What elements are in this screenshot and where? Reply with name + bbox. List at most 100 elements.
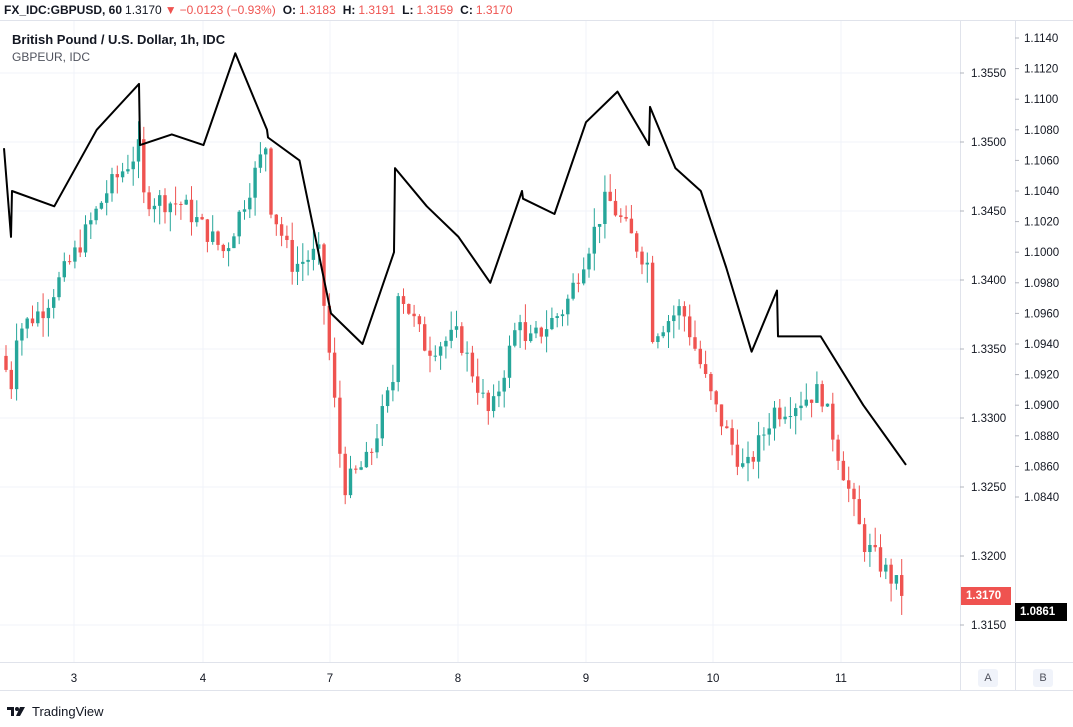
candle-body [67,261,72,263]
candle [635,230,639,258]
candle-body [560,314,565,317]
candle-body [343,453,347,496]
candle [672,305,676,339]
y2-tick-label: 1.0980 [1024,278,1059,290]
candle-body [306,259,310,262]
candle [746,441,750,482]
y-tick-label: 1.3550 [971,68,1006,80]
candle-body [274,214,278,225]
candle-body [735,444,740,467]
price-axis-1[interactable]: 1.3550 1.3500 1.3450 1.3400 1.3350 1.3300 1.32… [960,68,1006,632]
candle-body [672,315,676,322]
y-tick-label: 1.3350 [971,344,1006,356]
candle-body [650,262,655,343]
candle [841,451,846,481]
compare-series-legend[interactable]: GBPEUR, IDC [12,50,91,64]
candle-body [714,391,718,405]
candle [332,337,337,408]
low-label: L: [402,3,414,17]
candle [809,399,814,418]
candle [862,517,867,562]
axis-auto-button-a[interactable]: A [978,669,998,687]
candle-body [105,193,109,203]
candle-body [476,376,480,393]
candle [285,225,289,249]
footer-brand[interactable]: TradingView [32,703,104,719]
candle [603,175,607,239]
candle [258,142,263,173]
candle-body [36,311,40,324]
candle [142,126,146,204]
time-axis[interactable]: 3 4 7 8 9 10 11 [71,673,847,685]
candle [576,273,581,293]
high-label: H: [342,3,356,17]
candle-body [41,311,45,319]
candle [566,294,570,326]
candle [772,400,777,441]
candle-body [20,328,24,341]
candle-body [4,355,8,370]
last-price: 1.3170 [125,3,162,17]
candle-body [544,329,549,337]
candle [608,174,612,202]
candle-body [279,224,284,236]
candle [762,427,766,451]
candle-body [94,208,98,221]
candle [136,121,141,179]
candle-body [852,488,856,500]
candle [491,384,496,418]
candle [348,455,353,499]
candle-body [513,330,517,346]
candle-body [89,220,93,225]
candle [290,222,294,285]
candle [698,340,702,369]
candle [306,250,310,276]
candle-body [576,282,581,284]
candle-body [613,200,618,216]
candle [767,413,771,446]
candle-body [99,202,104,209]
candle-body [78,247,82,253]
y2-tick-label: 1.0860 [1024,461,1059,473]
gbpeur-last-price-tag: 1.0861 [1015,603,1067,621]
tradingview-logo-icon[interactable] [6,704,26,718]
candle [205,218,210,253]
candle [359,461,363,471]
candle-body [799,405,803,409]
candle-body [470,352,475,377]
candle [311,231,316,271]
candle-body [189,199,194,223]
symbol-label[interactable]: FX_IDC:GBPUSD, 60 [4,3,123,17]
candle [735,429,740,476]
candle-body [295,263,300,272]
candle [152,198,157,223]
x-tick-label: 10 [707,673,720,685]
candle-body [407,303,411,314]
candle [460,322,464,356]
candle-body [539,327,543,337]
price-axis-2[interactable]: 1.1140 1.1120 1.1100 1.1080 1.1060 1.1040 1.10… [1015,33,1059,504]
candle-body [571,282,575,299]
axis-auto-button-b[interactable]: B [1033,669,1053,687]
candle-body [115,174,119,178]
candle [73,240,77,269]
candle-body [523,322,528,342]
y-tick-label: 1.3150 [971,620,1006,632]
candle-body [825,403,830,407]
candle [709,371,713,401]
candle-body [555,316,559,318]
candle [714,389,718,413]
candle-body [301,261,305,264]
candle-body [772,407,777,429]
candle [412,304,416,327]
candle-body [751,456,755,462]
candle-body [645,262,649,265]
candle [857,485,861,525]
candle [264,147,268,172]
candle-body [486,392,490,412]
candle [656,333,660,349]
candle-body [232,236,236,249]
main-series-legend[interactable]: British Pound / U.S. Dollar, 1h, IDC [12,32,226,47]
candle [682,301,687,332]
